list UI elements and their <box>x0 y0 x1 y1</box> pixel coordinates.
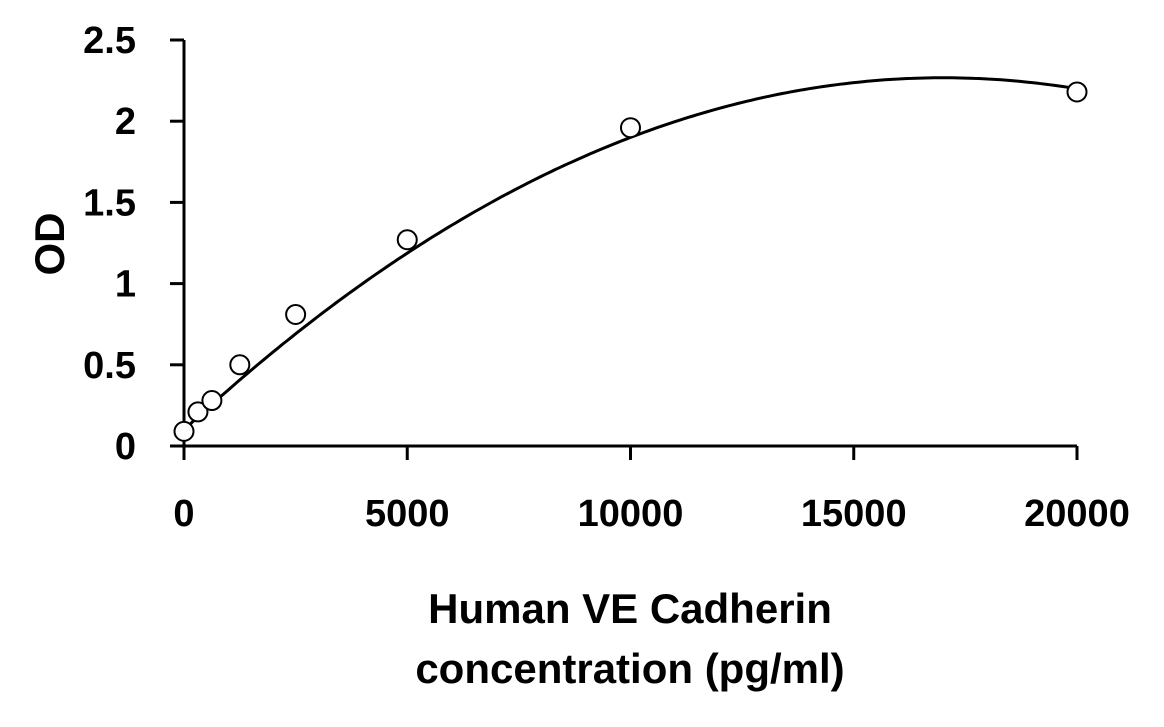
data-point <box>229 354 251 376</box>
data-point <box>620 117 641 139</box>
y-tick-label: 1 <box>115 264 136 306</box>
x-tick-label: 20000 <box>1024 493 1130 535</box>
data-point <box>396 229 418 251</box>
y-tick-label: 0.5 <box>83 345 136 387</box>
x-axis-title-line-2: concentration (pg/ml) <box>415 645 844 692</box>
x-axis-title-line-1: Human VE Cadherin <box>428 585 832 632</box>
axes: 0 0.5 1 1.5 2 2.5 0 5000 10000 15000 20000 <box>83 20 1130 535</box>
x-tick-label: 15000 <box>801 493 907 535</box>
x-tick-label: 10000 <box>578 493 684 535</box>
data-point <box>201 390 223 412</box>
y-axis-title: OD <box>26 213 73 276</box>
data-points-layer <box>173 81 1088 442</box>
data-point <box>1066 81 1088 103</box>
y-tick-label: 1.5 <box>83 182 136 224</box>
data-point <box>187 401 209 423</box>
y-tick-label: 2.5 <box>83 20 136 62</box>
x-tick-label: 5000 <box>365 493 450 535</box>
data-point <box>285 303 307 325</box>
data-point <box>173 420 195 442</box>
y-tick-label: 0 <box>115 426 136 468</box>
x-tick-label: 0 <box>173 493 194 535</box>
y-tick-label: 2 <box>115 101 136 143</box>
labels-layer: OD Human VE Cadherin concentration (pg/m… <box>26 213 845 693</box>
